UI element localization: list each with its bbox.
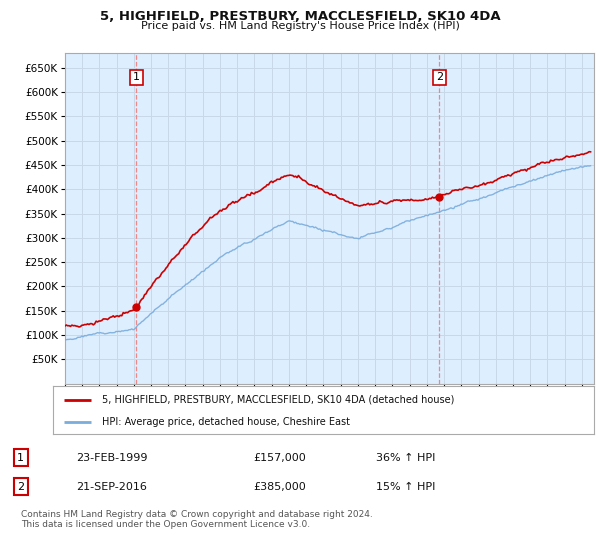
Text: 5, HIGHFIELD, PRESTBURY, MACCLESFIELD, SK10 4DA (detached house): 5, HIGHFIELD, PRESTBURY, MACCLESFIELD, S… [101, 395, 454, 405]
Text: Contains HM Land Registry data © Crown copyright and database right 2024.
This d: Contains HM Land Registry data © Crown c… [21, 510, 373, 529]
Text: 15% ↑ HPI: 15% ↑ HPI [376, 482, 436, 492]
Text: 2: 2 [436, 72, 443, 82]
Text: 1: 1 [17, 452, 24, 463]
Text: 5, HIGHFIELD, PRESTBURY, MACCLESFIELD, SK10 4DA: 5, HIGHFIELD, PRESTBURY, MACCLESFIELD, S… [100, 10, 500, 23]
Text: Price paid vs. HM Land Registry's House Price Index (HPI): Price paid vs. HM Land Registry's House … [140, 21, 460, 31]
Text: 21-SEP-2016: 21-SEP-2016 [77, 482, 148, 492]
Text: 2: 2 [17, 482, 24, 492]
Text: 23-FEB-1999: 23-FEB-1999 [77, 452, 148, 463]
Text: 36% ↑ HPI: 36% ↑ HPI [376, 452, 436, 463]
Text: £385,000: £385,000 [253, 482, 306, 492]
Text: £157,000: £157,000 [253, 452, 306, 463]
Text: HPI: Average price, detached house, Cheshire East: HPI: Average price, detached house, Ches… [101, 417, 350, 427]
Text: 1: 1 [133, 72, 140, 82]
